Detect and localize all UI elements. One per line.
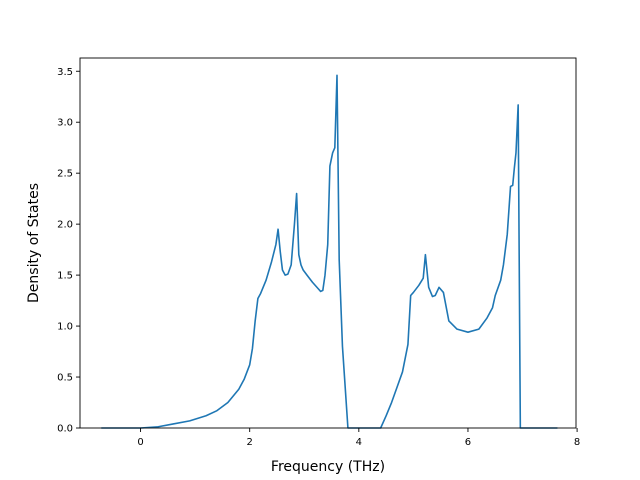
y-tick-label: 2.0 [57, 220, 73, 231]
y-axis: 0.0 0.5 1.0 1.5 2.0 2.5 3.0 3.5 [57, 67, 80, 435]
x-axis-label: Frequency (THz) [271, 459, 385, 475]
x-tick-label: 8 [574, 437, 580, 448]
x-tick-label: 2 [247, 437, 253, 448]
y-tick-label: 1.5 [57, 271, 73, 282]
x-tick-label: 4 [356, 437, 362, 448]
x-tick-label: 0 [137, 437, 143, 448]
y-axis-label: Density of States [26, 183, 42, 303]
x-axis: 0 2 4 6 8 [137, 428, 580, 448]
y-tick-label: 3.0 [57, 118, 73, 129]
y-tick-label: 2.5 [57, 169, 73, 180]
y-tick-label: 0.5 [57, 373, 73, 384]
y-tick-label: 3.5 [57, 67, 73, 78]
plot-area [101, 74, 558, 429]
x-tick-label: 6 [465, 437, 471, 448]
dos-line [101, 74, 558, 429]
y-tick-label: 0.0 [57, 424, 73, 435]
axes-frame [79, 57, 577, 429]
y-tick-label: 1.0 [57, 322, 73, 333]
